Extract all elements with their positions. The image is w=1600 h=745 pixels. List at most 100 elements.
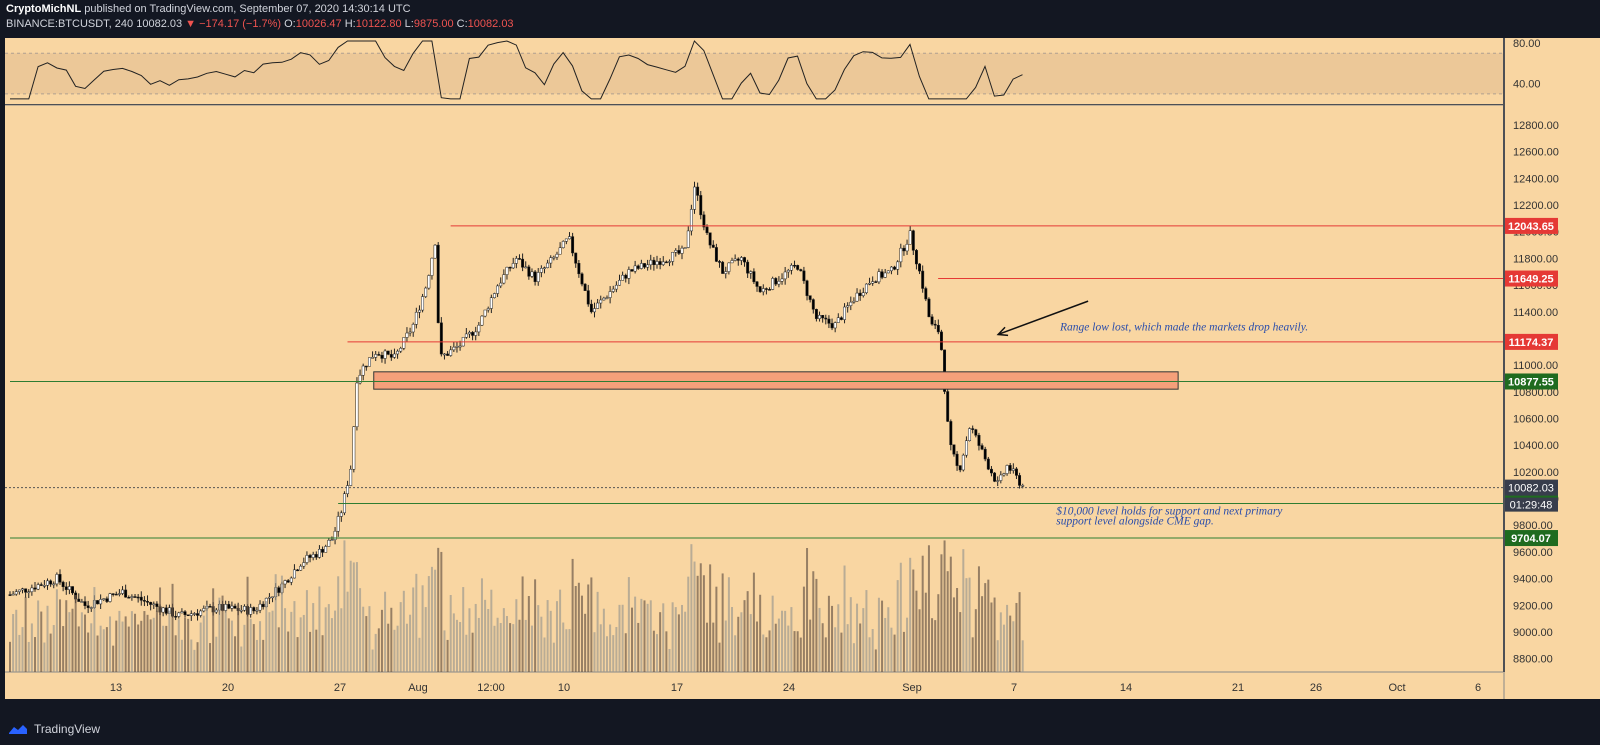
candle-body: [39, 584, 43, 586]
volume-bar: [455, 619, 458, 672]
candle-body: [499, 282, 503, 287]
candle-body: [230, 605, 234, 609]
candle-body: [930, 316, 934, 325]
volume-bar: [440, 551, 443, 672]
candle-body: [943, 349, 947, 392]
level-badge: [1505, 333, 1558, 350]
volume-bar: [846, 624, 849, 672]
volume-bar: [993, 597, 996, 672]
volume-bar: [699, 563, 702, 672]
volume-bar: [765, 637, 768, 672]
candle-body: [849, 301, 853, 306]
candle-body: [421, 296, 425, 311]
volume-bar: [255, 639, 258, 672]
candle-body: [449, 349, 453, 356]
volume-bar: [477, 617, 480, 672]
candle-body: [711, 244, 715, 248]
volume-bar: [949, 556, 952, 672]
volume-bar: [902, 631, 905, 672]
volume-bar: [530, 625, 533, 672]
volume-bar: [599, 624, 602, 672]
volume-bar: [1006, 604, 1009, 672]
candle-body: [146, 601, 149, 603]
volume-bar: [327, 604, 330, 672]
price-tick-label: 10400.00: [1513, 440, 1559, 452]
candle-body: [183, 611, 187, 616]
volume-bar: [177, 619, 180, 672]
volume-bar: [740, 612, 743, 672]
candle-body: [677, 250, 681, 254]
candle-body: [71, 586, 74, 594]
volume-bar: [1015, 602, 1018, 672]
volume-bar: [387, 623, 390, 672]
candle-body: [405, 332, 409, 338]
time-tick-label: 20: [222, 682, 234, 694]
candle-body: [680, 247, 684, 254]
author-name[interactable]: CryptoMichNL: [6, 3, 82, 15]
candle-body: [624, 274, 628, 279]
volume-bar: [737, 616, 740, 672]
volume-bar: [290, 611, 293, 672]
candle-body: [493, 293, 496, 298]
candle-body: [80, 601, 84, 603]
candle-body: [17, 589, 21, 592]
candle-body: [696, 186, 700, 196]
volume-bar: [274, 574, 277, 672]
volume-bar: [527, 596, 530, 672]
candle-body: [633, 265, 637, 272]
candle-body: [558, 247, 562, 255]
candle-body: [514, 258, 518, 264]
candle-body: [208, 606, 212, 608]
volume-bar: [512, 624, 515, 672]
volume-bar: [1021, 640, 1024, 672]
volume-bar: [424, 607, 427, 672]
candle-body: [289, 577, 293, 583]
volume-bar: [752, 572, 755, 672]
volume-bar: [521, 576, 524, 672]
candle-body: [336, 516, 340, 532]
volume-bar: [974, 609, 977, 672]
candle-body: [299, 565, 303, 571]
volume-bar: [799, 637, 802, 672]
candle-body: [389, 354, 393, 358]
volume-bar: [565, 629, 568, 672]
candle-body: [14, 591, 18, 595]
candle-body: [189, 613, 193, 616]
volume-bar: [384, 591, 387, 672]
volume-bar: [943, 540, 946, 672]
volume-bar: [609, 624, 612, 672]
volume-bar: [84, 614, 87, 672]
volume-bar: [859, 623, 862, 672]
volume-bar: [906, 617, 909, 672]
volume-bar: [252, 624, 255, 672]
candle-body: [758, 286, 762, 293]
candle-body: [99, 599, 103, 605]
candle-body: [868, 283, 871, 285]
volume-bar: [562, 622, 565, 672]
candle-body: [914, 250, 918, 265]
candle-body: [255, 609, 259, 612]
candle-body: [827, 318, 831, 324]
volume-bar: [493, 625, 496, 672]
candle-body: [414, 311, 418, 325]
volume-bar: [965, 578, 968, 672]
volume-bar: [762, 634, 765, 672]
candle-body: [549, 257, 553, 264]
candle-body: [799, 269, 803, 272]
candle-body: [314, 554, 318, 558]
candle-body: [124, 589, 128, 598]
candle-body: [730, 260, 734, 264]
volume-bar: [309, 631, 312, 672]
candle-body: [1002, 473, 1006, 476]
candle-body: [805, 280, 809, 296]
tradingview-branding[interactable]: TradingView: [8, 722, 100, 736]
candle-body: [227, 604, 231, 609]
volume-bar: [968, 577, 971, 672]
candle-body: [302, 562, 306, 567]
rsi-tick-label: 80.00: [1513, 38, 1541, 50]
volume-bar: [643, 600, 646, 672]
candle-body: [371, 357, 375, 359]
candle-body: [505, 266, 509, 275]
volume-bar: [999, 612, 1002, 672]
